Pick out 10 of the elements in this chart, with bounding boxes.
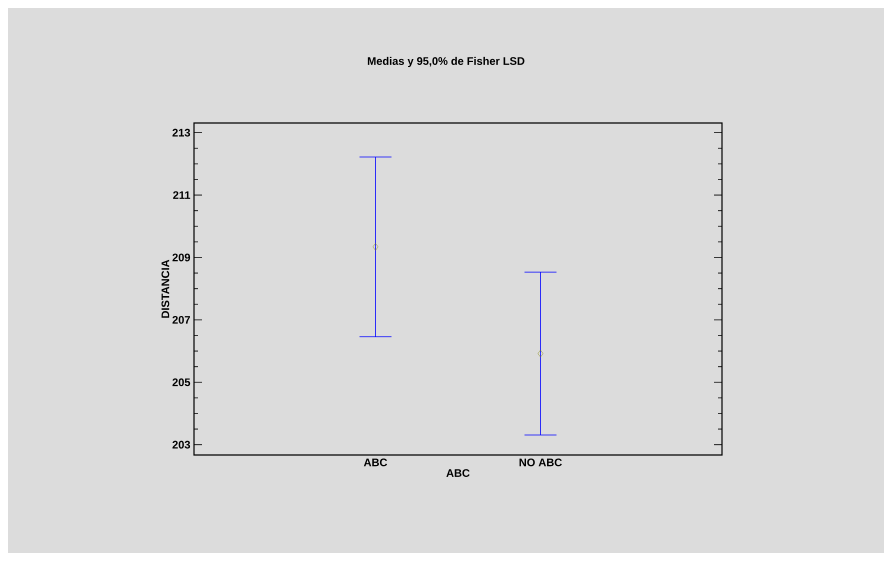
y-tick-label: 213 xyxy=(172,128,190,137)
y-axis-title: DISTANCIA xyxy=(161,260,170,318)
y-tick-label: 203 xyxy=(172,440,190,449)
y-tick-label: 209 xyxy=(172,254,190,262)
y-tick-label: 207 xyxy=(172,316,190,324)
y-tick-label: 205 xyxy=(172,378,190,386)
y-tick-label: 211 xyxy=(173,191,190,199)
x-tick-label: NO ABC xyxy=(520,458,562,466)
x-axis-title: ABC xyxy=(446,469,470,477)
chart-title: Medias y 95,0% de Fisher LSD xyxy=(368,56,524,68)
